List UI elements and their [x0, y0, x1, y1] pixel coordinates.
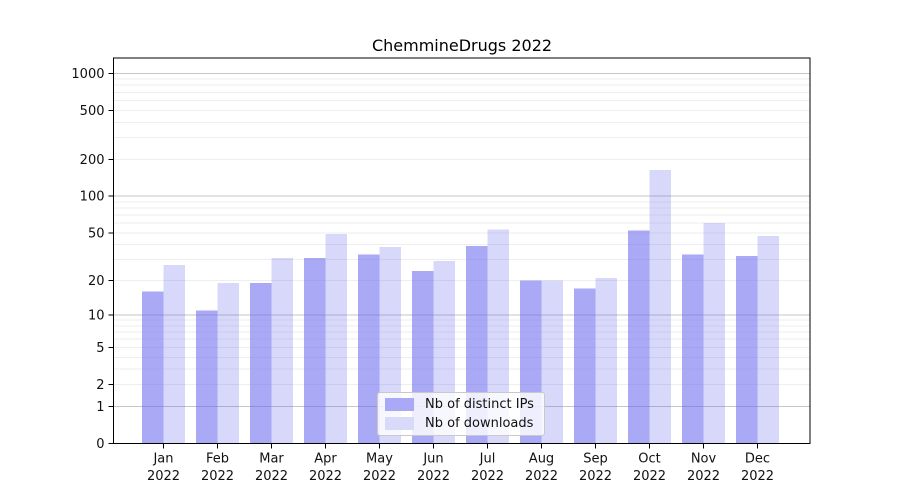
legend-swatch-downloads-icon — [385, 417, 414, 430]
bar-downloads-dec — [757, 236, 780, 444]
x-tick-label-oct: Oct — [638, 452, 660, 467]
bar-ips-mar — [249, 283, 272, 444]
chart-title: ChemmineDrugs 2022 — [371, 36, 553, 55]
y-tick-label-1000: 1000 — [71, 67, 104, 82]
bar-downloads-apr — [325, 233, 348, 444]
x-tick-label-dec: Dec — [745, 452, 770, 467]
x-tick-year-apr: 2022 — [309, 469, 342, 484]
x-tick-year-nov: 2022 — [687, 469, 720, 484]
y-tick-label-50: 50 — [88, 226, 105, 241]
y-tick-label-2: 2 — [96, 378, 104, 393]
legend-row-downloads: Nb of downloads — [385, 416, 544, 432]
bar-downloads-jul — [487, 229, 510, 444]
x-tick-year-oct: 2022 — [633, 469, 666, 484]
x-tick-year-may: 2022 — [363, 469, 396, 484]
gridlines-minor — [113, 78, 810, 386]
bar-ips-may — [357, 254, 380, 444]
x-tick-label-jul: Jul — [479, 452, 496, 467]
plot-spines — [113, 57, 811, 444]
y-tick-label-20: 20 — [88, 274, 105, 289]
y-tick-label-1: 1 — [96, 400, 104, 415]
x-tick-label-jan: Jan — [152, 452, 173, 467]
x-tick-year-mar: 2022 — [255, 469, 288, 484]
x-tick-year-jul: 2022 — [471, 469, 504, 484]
y-tick-label-200: 200 — [80, 153, 105, 168]
y-tick-label-10: 10 — [88, 309, 105, 324]
x-axis: Jan 2022 Feb 2022 Mar 2022 Apr 2022 May 2022 Jun 20… — [147, 443, 774, 484]
legend: Nb of distinct IPs Nb of downloads — [377, 392, 545, 436]
legend-label-downloads: Nb of downloads — [425, 416, 534, 431]
bar-ips-nov — [681, 254, 704, 444]
bar-downloads-nov — [703, 223, 726, 444]
legend-label-ips: Nb of distinct IPs — [425, 397, 534, 412]
x-tick-label-nov: Nov — [691, 452, 717, 467]
x-tick-label-aug: Aug — [529, 452, 554, 467]
bar-ips-dec — [735, 256, 758, 444]
bar-downloads-mar — [271, 257, 294, 444]
bar-ips-sep — [573, 288, 596, 444]
y-axis: 0 1 2 5 10 20 50 100 200 500 1000 — [71, 67, 114, 452]
bar-downloads-feb — [217, 283, 240, 444]
legend-swatch-ips-icon — [385, 398, 414, 411]
y-tick-label-5: 5 — [96, 341, 104, 356]
bar-ips-apr — [303, 257, 326, 444]
legend-row-ips: Nb of distinct IPs — [385, 397, 544, 413]
bar-downloads-jan — [163, 264, 186, 444]
bar-downloads-sep — [595, 277, 618, 444]
x-tick-year-jun: 2022 — [417, 469, 450, 484]
y-tick-label-0: 0 — [96, 437, 104, 452]
x-tick-label-sep: Sep — [583, 452, 608, 467]
bar-downloads-aug — [541, 280, 564, 444]
x-tick-year-feb: 2022 — [201, 469, 234, 484]
x-tick-year-dec: 2022 — [741, 469, 774, 484]
y-tick-label-100: 100 — [80, 190, 105, 205]
x-tick-label-may: May — [366, 452, 393, 467]
x-tick-label-apr: Apr — [314, 452, 337, 467]
x-tick-label-jun: Jun — [422, 452, 443, 467]
bar-ips-jan — [141, 291, 164, 444]
bar-ips-feb — [195, 310, 218, 444]
x-tick-year-sep: 2022 — [579, 469, 612, 484]
x-tick-year-jan: 2022 — [147, 469, 180, 484]
bar-ips-oct — [627, 230, 650, 444]
x-tick-year-aug: 2022 — [525, 469, 558, 484]
x-tick-label-feb: Feb — [206, 452, 229, 467]
bar-downloads-oct — [649, 169, 672, 444]
y-tick-label-500: 500 — [80, 104, 105, 119]
x-tick-label-mar: Mar — [259, 452, 284, 467]
